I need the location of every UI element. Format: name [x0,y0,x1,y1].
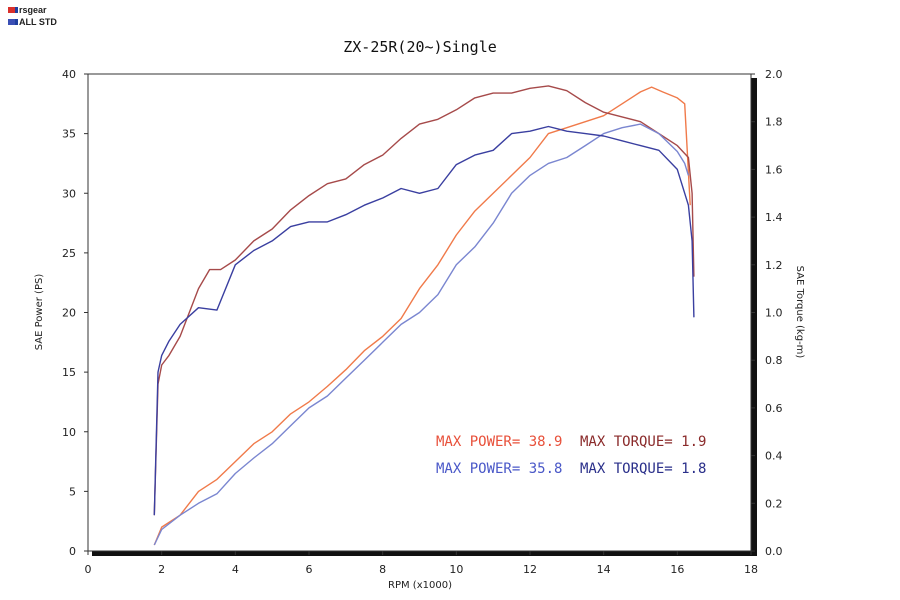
chart-title: ZX-25R(20~)Single [343,38,497,56]
annotation-text: MAX TORQUE= 1.8 [580,461,706,477]
series-lines [153,85,695,546]
legend-label: rsgear [19,5,47,15]
x-tick-label: 4 [232,563,239,576]
y2-tick-label: 1.2 [765,259,783,272]
y2-axis-ticks: 0.0 0.2 0.4 0.6 0.8 1.0 1.2 1.4 1.6 1.8 2.0 [751,68,783,558]
legend-swatch-blue [15,7,18,13]
y-tick-label: 0 [69,545,76,558]
y-axis-label: SAE Power (PS) [34,274,45,351]
y-tick-label: 10 [62,426,76,439]
legend-swatch-red [8,7,15,13]
max-annotations: MAX POWER= 38.9 MAX TORQUE= 1.9 MAX POWER=… [436,434,706,477]
x-axis-label: RPM (x1000) [388,580,452,591]
x-axis-ticks: 0 2 4 6 8 10 12 14 16 18 [85,551,758,576]
y2-tick-label: 1.6 [765,163,783,176]
all-std-power-line [153,123,690,546]
legend-swatch-blue [15,19,18,25]
y2-tick-label: 0.4 [765,450,783,463]
x-tick-label: 6 [306,563,313,576]
annotation-text: MAX POWER= 38.9 [436,434,562,450]
y-tick-label: 40 [62,68,76,81]
x-tick-label: 12 [523,563,537,576]
legend-swatch-blue [8,19,15,25]
rsgear-torque-line [153,85,695,516]
x-tick-label: 18 [744,563,758,576]
x-tick-label: 2 [158,563,165,576]
annotation-text: MAX POWER= 35.8 [436,461,562,477]
y2-tick-label: 0.6 [765,402,783,415]
y-tick-label: 5 [69,485,76,498]
y-tick-label: 25 [62,247,76,260]
y2-tick-label: 0.2 [765,497,783,510]
y-tick-label: 15 [62,366,76,379]
y2-tick-label: 0.8 [765,354,783,367]
x-tick-label: 10 [449,563,463,576]
y-tick-label: 20 [62,307,76,320]
y-axis-ticks: 0 5 10 15 20 25 30 35 40 [62,68,88,558]
y2-tick-label: 1.4 [765,211,783,224]
legend-label: ALL STD [19,17,57,27]
annotation-text: MAX TORQUE= 1.9 [580,434,706,450]
x-tick-label: 8 [379,563,386,576]
y2-tick-label: 0.0 [765,545,783,558]
legend-item: ALL STD [8,16,57,28]
x-tick-label: 16 [670,563,684,576]
legend: rsgear ALL STD [8,4,57,28]
y2-axis-label: SAE Torque (kg-m) [794,266,805,359]
y2-tick-label: 1.8 [765,116,783,129]
y-tick-label: 35 [62,128,76,141]
legend-item: rsgear [8,4,57,16]
x-tick-label: 0 [85,563,92,576]
all-std-torque-line [153,125,695,516]
x-tick-label: 14 [597,563,611,576]
y2-tick-label: 2.0 [765,68,783,81]
y-tick-label: 30 [62,187,76,200]
y2-tick-label: 1.0 [765,307,783,320]
rsgear-power-line [153,86,691,546]
